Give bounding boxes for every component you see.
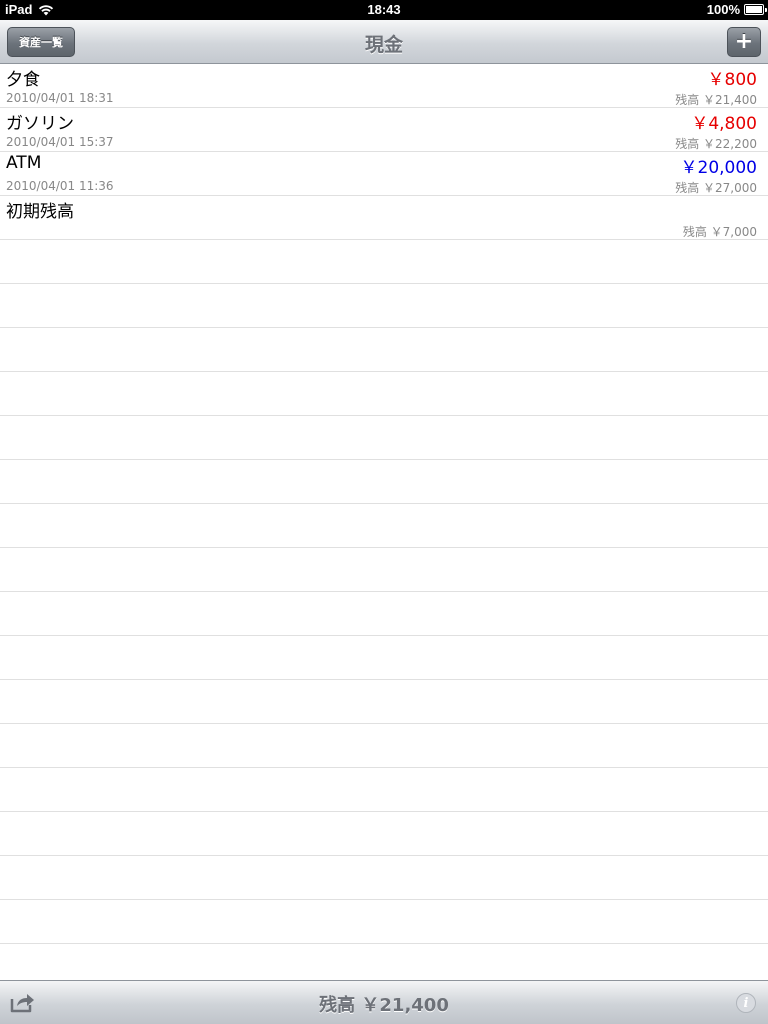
empty-row	[0, 504, 768, 548]
status-right: 100%	[706, 2, 767, 17]
navigation-bar: 資産一覧 現金 +	[0, 20, 768, 64]
transaction-balance: 残高 ￥27,000	[675, 181, 757, 195]
empty-row	[0, 548, 768, 592]
empty-row	[0, 812, 768, 856]
transaction-row[interactable]: ガソリン ￥4,800 2010/04/01 15:37 残高 ￥22,200	[0, 108, 768, 152]
transaction-date: 2010/04/01 15:37	[6, 135, 114, 149]
empty-row	[0, 944, 768, 980]
status-left: iPad	[5, 2, 54, 17]
info-icon[interactable]: i	[736, 993, 756, 1013]
clock: 18:43	[367, 2, 401, 17]
page-title: 現金	[364, 34, 403, 56]
transaction-list: 夕食 ￥800 2010/04/01 18:31 残高 ￥21,400 ガソリン…	[0, 64, 768, 980]
share-icon[interactable]	[10, 990, 36, 1014]
bottom-toolbar: 残高 ￥21,400 i	[0, 980, 768, 1024]
transaction-date: 2010/04/01 11:36	[6, 179, 114, 193]
empty-row	[0, 416, 768, 460]
empty-row	[0, 372, 768, 416]
total-balance: 残高 ￥21,400	[319, 995, 449, 1016]
empty-row	[0, 636, 768, 680]
empty-row	[0, 900, 768, 944]
empty-row	[0, 680, 768, 724]
empty-row	[0, 240, 768, 284]
battery-percent: 100%	[706, 2, 740, 17]
transaction-row[interactable]: 初期残高 残高 ￥7,000	[0, 196, 768, 240]
empty-row	[0, 768, 768, 812]
empty-row	[0, 284, 768, 328]
empty-row	[0, 592, 768, 636]
transaction-name: 初期残高	[6, 202, 74, 222]
battery-fill	[746, 6, 762, 13]
transaction-name: ATM	[6, 153, 42, 173]
transaction-date: 2010/04/01 18:31	[6, 91, 114, 105]
transaction-amount: ￥800	[707, 70, 757, 90]
transaction-balance: 残高 ￥21,400	[675, 93, 757, 107]
transaction-name: ガソリン	[6, 114, 74, 134]
wifi-icon	[39, 4, 54, 15]
transaction-row[interactable]: 夕食 ￥800 2010/04/01 18:31 残高 ￥21,400	[0, 64, 768, 108]
device-name: iPad	[5, 2, 33, 17]
battery-icon	[744, 4, 767, 15]
transaction-row[interactable]: ATM ￥20,000 2010/04/01 11:36 残高 ￥27,000	[0, 152, 768, 196]
empty-row	[0, 856, 768, 900]
empty-row	[0, 460, 768, 504]
transaction-amount: ￥20,000	[680, 158, 757, 178]
transaction-amount: ￥4,800	[691, 114, 757, 134]
add-button[interactable]: +	[727, 27, 761, 57]
transaction-balance: 残高 ￥7,000	[682, 225, 757, 239]
empty-row	[0, 724, 768, 768]
transaction-name: 夕食	[6, 70, 40, 90]
transaction-balance: 残高 ￥22,200	[675, 137, 757, 151]
empty-row	[0, 328, 768, 372]
status-bar: iPad 18:43 100%	[0, 0, 768, 20]
asset-list-button[interactable]: 資産一覧	[7, 27, 75, 57]
